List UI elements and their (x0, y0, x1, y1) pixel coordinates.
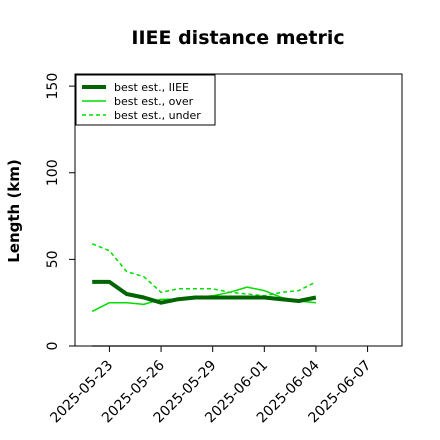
legend-box (75, 74, 216, 126)
y-axis-ticks: 0 50 100 150 (45, 73, 75, 351)
x-axis-ticks: 2025-05-232025-05-262025-05-292025-06-01… (47, 346, 374, 426)
y-tick-label: 100 (45, 159, 61, 186)
y-tick-label: 50 (45, 250, 61, 268)
plot-frame (74, 73, 403, 347)
y-axis-label: Length (km) (5, 159, 23, 263)
legend-label: best est., over (114, 95, 194, 108)
series-layer (91, 243, 317, 347)
chart-title: IIEE distance metric (131, 27, 344, 49)
series-line-2 (91, 243, 317, 297)
legend-label: best est., IIEE (114, 81, 189, 94)
y-tick-label: 150 (45, 73, 61, 100)
series-line-0 (92, 279, 317, 305)
y-tick-label: 0 (45, 342, 61, 351)
legend-label: best est., under (114, 109, 201, 122)
